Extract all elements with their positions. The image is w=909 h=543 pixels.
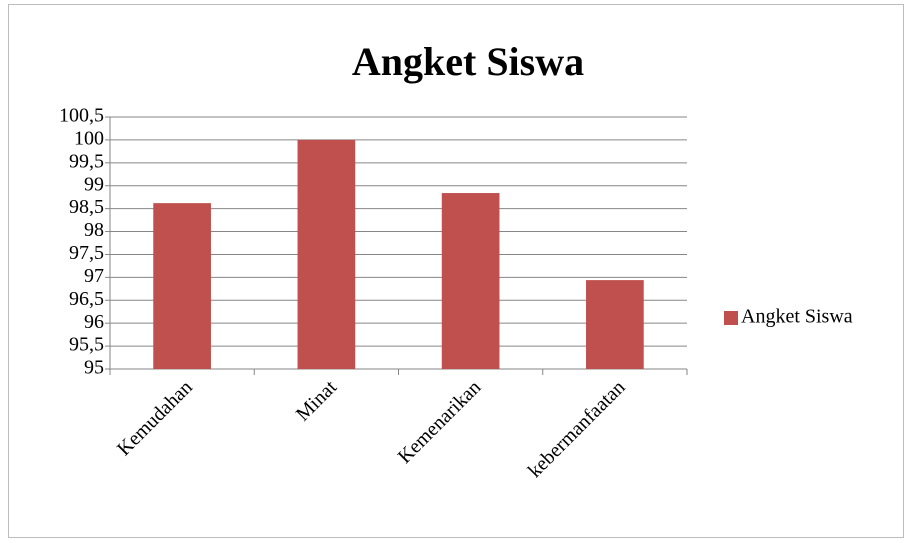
y-tick-label: 98,5 <box>69 196 104 218</box>
bar <box>297 139 356 369</box>
y-tick-label: 98 <box>84 219 104 241</box>
bar <box>441 193 500 369</box>
y-tick-label: 95,5 <box>69 334 104 356</box>
y-tick-label: 95 <box>84 357 104 379</box>
legend-label: Angket Siswa <box>741 306 853 328</box>
y-tick-label: 100 <box>74 128 104 150</box>
chart-title: Angket Siswa <box>352 39 584 84</box>
y-tick-label: 96,5 <box>69 288 104 310</box>
y-tick-label: 97,5 <box>69 242 104 264</box>
y-tick-label: 99 <box>84 173 104 195</box>
bar <box>153 203 211 369</box>
y-tick-label: 96 <box>84 311 104 333</box>
y-tick-label: 100,5 <box>59 105 104 127</box>
y-tick-label: 97 <box>84 265 104 287</box>
bar <box>586 280 644 369</box>
y-tick-label: 99,5 <box>69 150 104 172</box>
legend-swatch <box>724 311 738 325</box>
